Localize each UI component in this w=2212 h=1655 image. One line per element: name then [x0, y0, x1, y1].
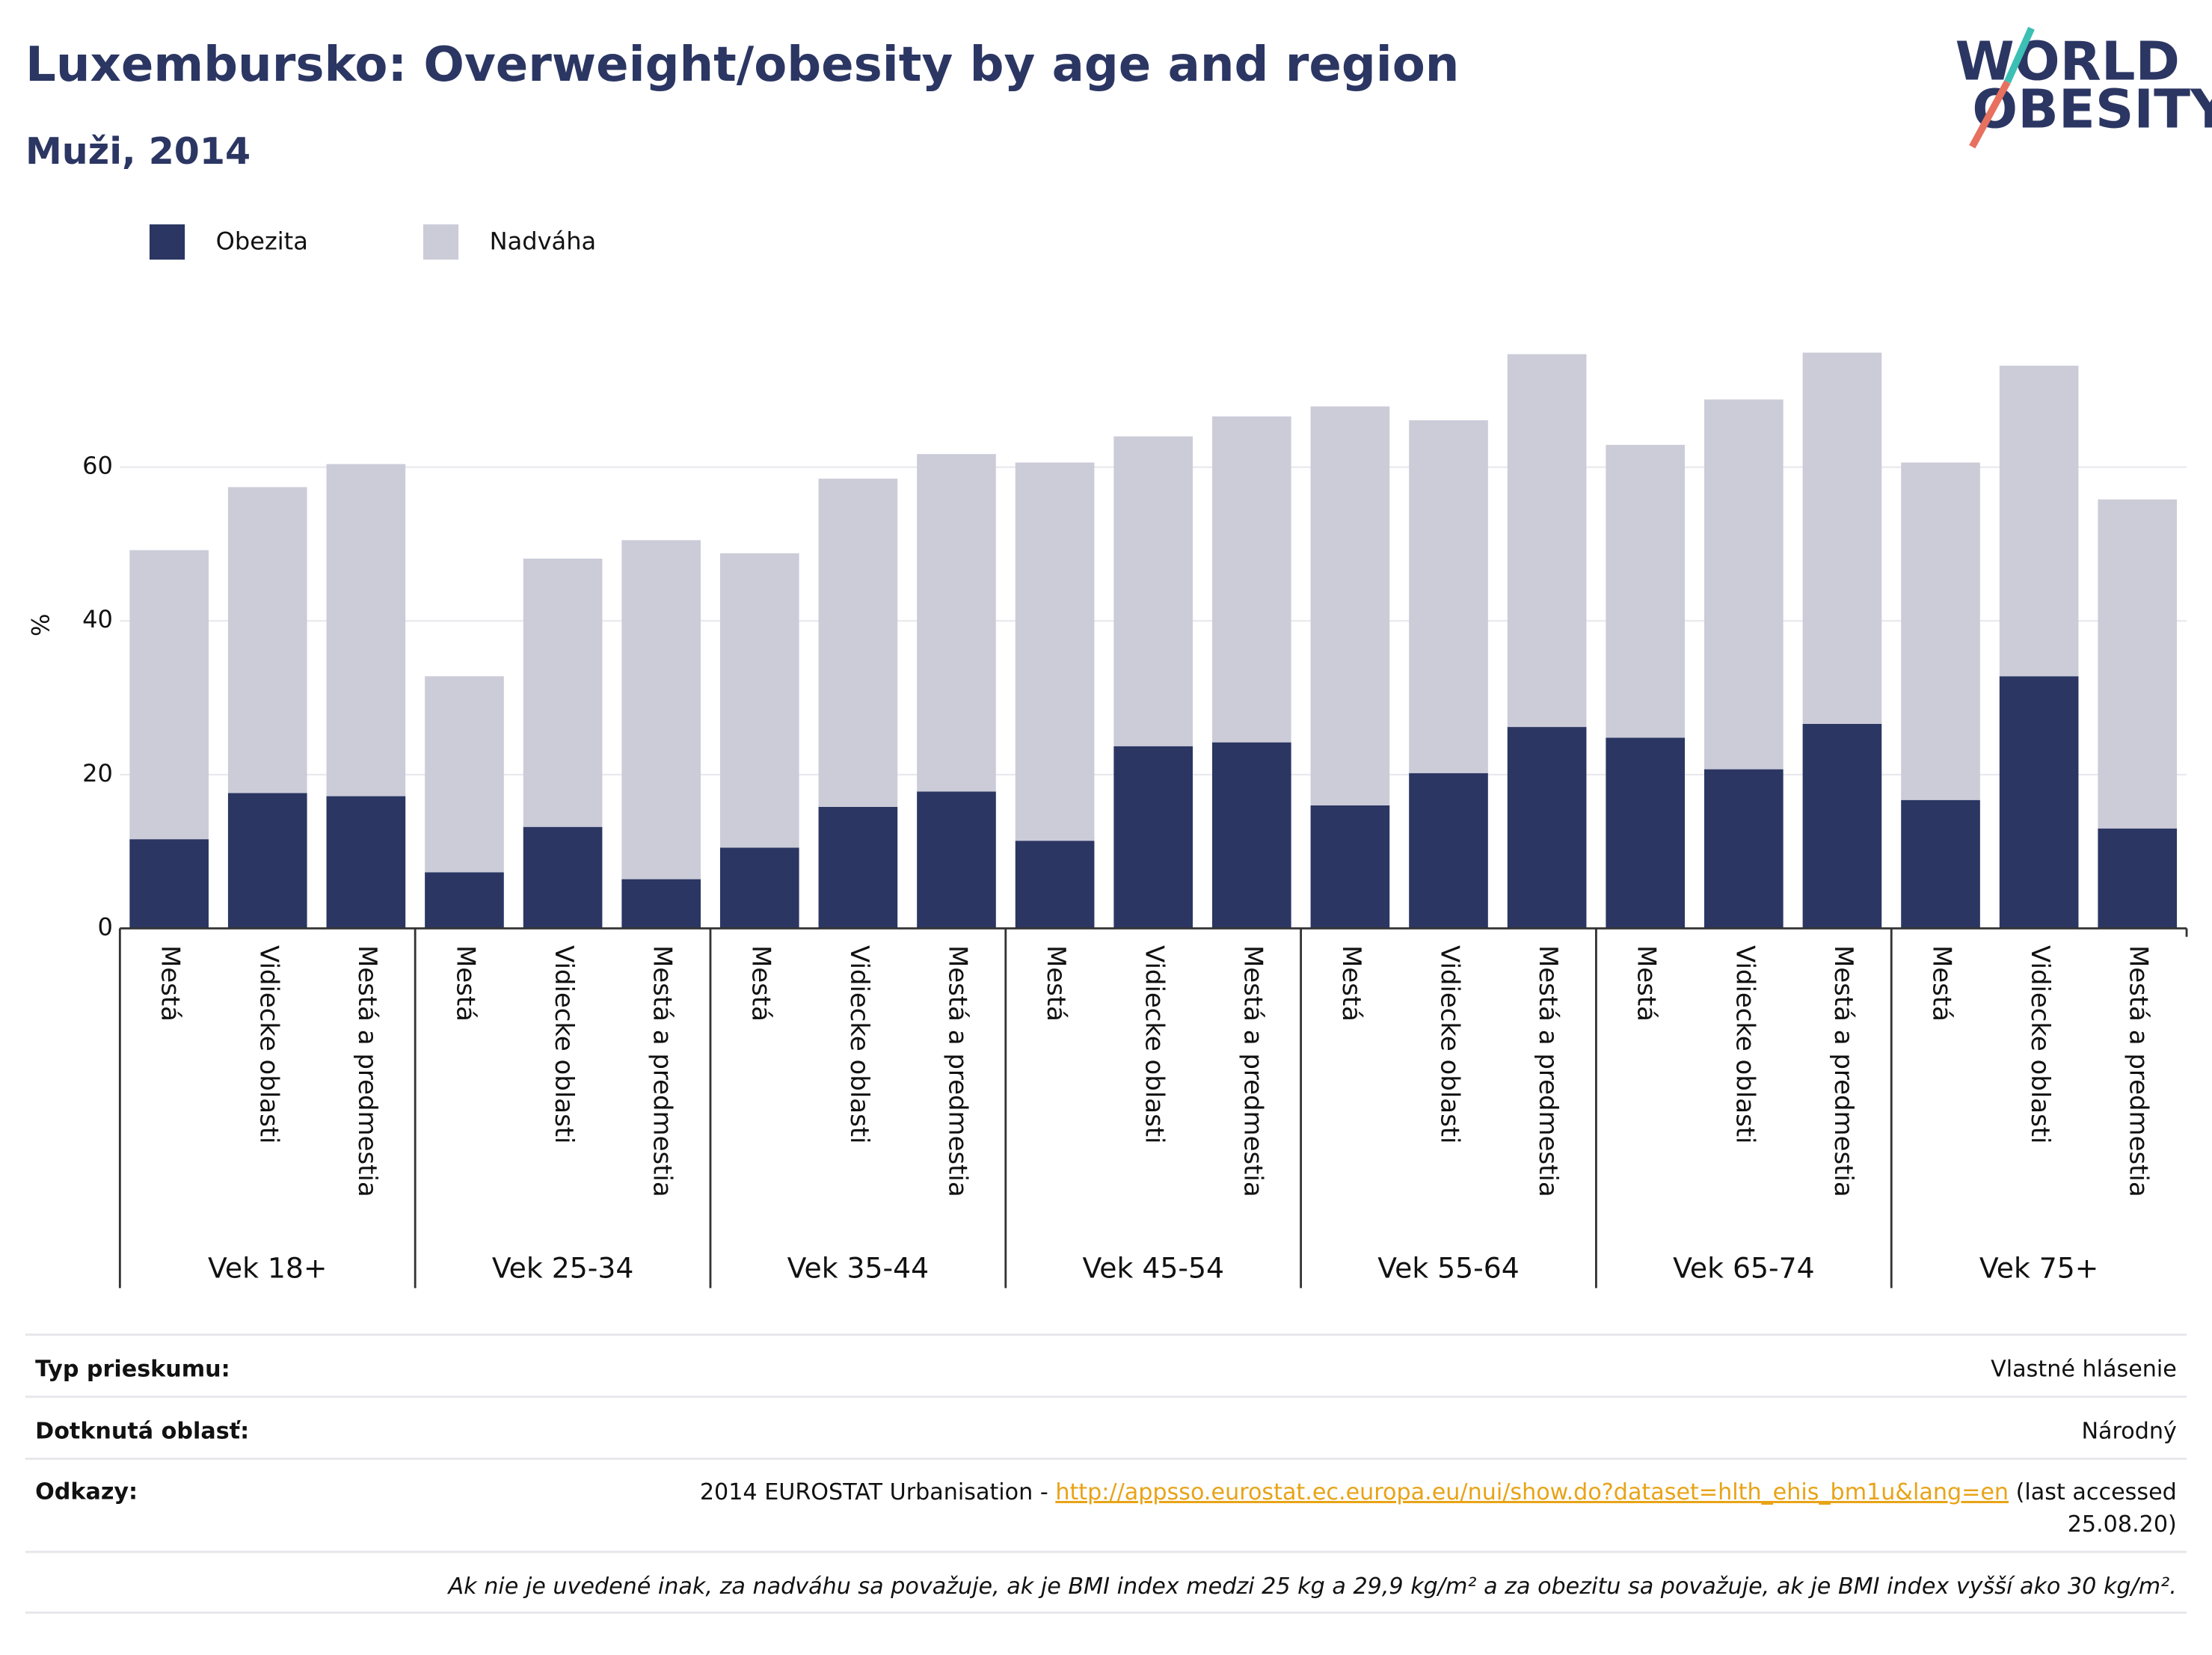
bar-segment — [818, 806, 898, 929]
x-tick-label: Mestá — [1927, 945, 1957, 1022]
group-label: Vek 25-34 — [492, 1251, 634, 1284]
group-label: Vek 65-74 — [1673, 1251, 1815, 1284]
bar-segment — [1113, 436, 1193, 746]
x-tick-label: Mestá a predmestia — [942, 945, 972, 1197]
logo-slash — [2004, 26, 2035, 84]
chart-title: Luxembursko: Overweight/obesity by age a… — [25, 37, 1460, 93]
reference-link[interactable]: http://appsso.eurostat.ec.europa.eu/nui/… — [1055, 1479, 2009, 1505]
x-tick-label: Mestá — [1632, 945, 1662, 1022]
x-tick-label: Mestá a predmestia — [2124, 945, 2154, 1197]
footer-value: Národný — [2081, 1418, 2176, 1444]
group-label: Vek 55-64 — [1377, 1251, 1520, 1284]
x-tick-label: Mestá — [450, 945, 480, 1022]
logo-text: OBESITY — [1972, 78, 2212, 141]
footer-label: Typ prieskumu: — [35, 1356, 230, 1382]
bar-segment — [523, 558, 603, 827]
y-axis-label: % — [27, 614, 55, 636]
bar-segment — [719, 847, 799, 929]
x-tick-label: Vidiecke oblasti — [1435, 945, 1465, 1143]
bar-segment — [1802, 352, 1882, 724]
bar-segment — [425, 872, 504, 929]
bar-segment — [1901, 462, 1980, 800]
logo-slash — [1969, 80, 2011, 149]
legend-swatch — [423, 224, 459, 260]
x-tick-label: Mestá — [156, 945, 185, 1022]
x-tick-label: Mestá — [1336, 945, 1366, 1022]
bar-segment — [2098, 828, 2178, 929]
bar-segment — [1507, 354, 1587, 728]
group-label: Vek 35-44 — [787, 1251, 930, 1284]
x-tick-label: Vidiecke oblasti — [254, 945, 283, 1143]
bar-segment — [326, 464, 406, 796]
bar-segment — [719, 553, 799, 848]
footer-value: Vlastné hlásenie — [1991, 1356, 2177, 1382]
bar-segment — [1409, 773, 1488, 929]
bar-segment — [1015, 462, 1095, 841]
logo-text: WORLD — [1956, 29, 2180, 92]
bar-segment — [1999, 365, 2079, 677]
bar-segment — [818, 479, 898, 807]
y-tick-label: 20 — [82, 759, 113, 787]
footer-reference: 2014 EUROSTAT Urbanisation - http://apps… — [700, 1479, 2177, 1505]
bar-segment — [425, 676, 504, 873]
reference-text: 2014 EUROSTAT Urbanisation - — [700, 1479, 1056, 1505]
footer-label: Dotknutá oblasť: — [35, 1418, 249, 1444]
x-tick-label: Mestá a predmestia — [352, 945, 382, 1197]
chart-subtitle: Muži, 2014 — [25, 129, 251, 173]
bar-segment — [1704, 399, 1784, 770]
bar-segment — [1113, 746, 1193, 929]
x-tick-label: Vidiecke oblasti — [549, 945, 579, 1143]
bar-segment — [1507, 727, 1587, 929]
bar-segment — [2098, 499, 2178, 829]
group-label: Vek 45-54 — [1082, 1251, 1224, 1284]
bar-segment — [1015, 841, 1095, 929]
bar-segment — [129, 550, 209, 840]
x-tick-label: Mestá a predmestia — [1533, 945, 1563, 1197]
footer-label: Odkazy: — [35, 1479, 138, 1505]
bar-segment — [917, 791, 996, 929]
y-tick-label: 0 — [98, 912, 113, 941]
bar-segment — [1211, 742, 1291, 929]
x-tick-label: Mestá — [746, 945, 775, 1022]
bar-segment — [227, 487, 307, 793]
y-tick-label: 60 — [82, 452, 113, 480]
x-tick-label: Vidiecke oblasti — [1140, 945, 1170, 1143]
bar-segment — [1211, 416, 1291, 743]
bar-segment — [621, 540, 701, 879]
x-tick-label: Vidiecke oblasti — [2025, 945, 2055, 1143]
legend-label: Nadváha — [490, 227, 597, 256]
footer-reference: 25.08.20) — [2068, 1511, 2177, 1538]
reference-text: (last accessed — [2009, 1479, 2177, 1505]
bar-segment — [1999, 676, 2079, 929]
bar-segment — [1901, 799, 1980, 929]
x-tick-label: Vidiecke oblasti — [844, 945, 874, 1143]
bar-segment — [523, 826, 603, 929]
bar-segment — [129, 839, 209, 929]
bar-segment — [1409, 420, 1488, 773]
bar-segment — [1704, 769, 1784, 929]
bar-segment — [1310, 805, 1390, 929]
x-tick-label: Mestá — [1041, 945, 1071, 1022]
x-tick-label: Mestá a predmestia — [648, 945, 678, 1197]
bar-segment — [621, 879, 701, 929]
bar-segment — [1606, 444, 1686, 738]
bar-segment — [1606, 737, 1686, 929]
group-label: Vek 75+ — [1979, 1251, 2099, 1284]
bar-segment — [917, 454, 996, 792]
bar-segment — [1310, 406, 1390, 805]
bar-segment — [1802, 723, 1882, 929]
legend-label: Obezita — [216, 227, 308, 256]
bar-segment — [326, 796, 406, 929]
x-tick-label: Mestá a predmestia — [1238, 945, 1268, 1197]
x-tick-label: Vidiecke oblasti — [1730, 945, 1760, 1143]
y-tick-label: 40 — [82, 605, 113, 633]
footer-note: Ak nie je uvedené inak, za nadváhu sa po… — [446, 1573, 2176, 1600]
legend-swatch — [149, 224, 185, 260]
group-label: Vek 18+ — [208, 1251, 328, 1284]
bar-segment — [227, 793, 307, 929]
x-tick-label: Mestá a predmestia — [1828, 945, 1858, 1197]
